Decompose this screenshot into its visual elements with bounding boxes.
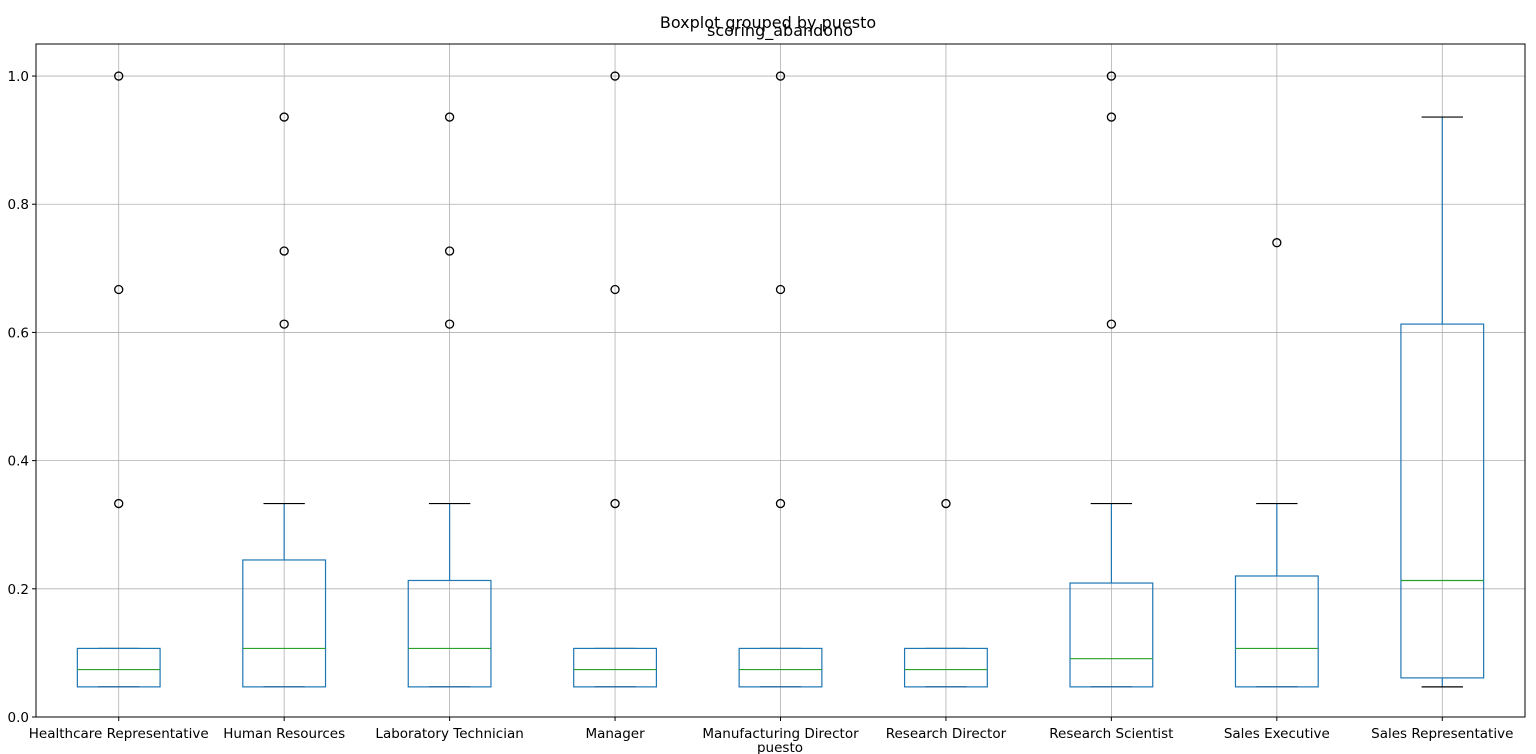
outlier-point — [610, 284, 620, 295]
x-tick-label: Human Resources — [223, 726, 345, 742]
box-group — [1069, 71, 1154, 688]
outlier-point — [775, 284, 786, 295]
y-tick-label: 0.8 — [8, 197, 29, 213]
iqr-box — [903, 647, 988, 688]
outlier-point — [114, 498, 124, 509]
x-tick-label: Sales Representative — [1371, 726, 1513, 742]
iqr-box — [1400, 323, 1485, 679]
x-tick-label: Manufacturing Director — [702, 726, 859, 742]
box-group — [242, 112, 327, 688]
x-axis-label: puesto — [757, 740, 803, 754]
x-tick-label: Research Scientist — [1049, 726, 1173, 742]
outlier-point — [444, 112, 455, 122]
box-group — [76, 71, 161, 688]
outlier-point — [279, 319, 289, 329]
iqr-box — [1069, 582, 1154, 688]
outlier-point — [114, 284, 124, 295]
outlier-point — [1106, 71, 1117, 81]
x-tick-label: Sales Executive — [1224, 726, 1330, 742]
outlier-point — [775, 71, 786, 81]
x-tick-label: Laboratory Technician — [375, 726, 523, 742]
outlier-point — [610, 498, 620, 509]
iqr-box — [242, 559, 327, 688]
grid — [36, 44, 1525, 718]
outlier-point — [444, 246, 455, 256]
iqr-box — [76, 647, 161, 688]
outlier-point — [1272, 238, 1282, 248]
box-group — [573, 71, 658, 688]
outlier-point — [279, 112, 289, 122]
iqr-box — [1234, 575, 1319, 688]
x-tick-label: Healthcare Representative — [29, 726, 209, 742]
outlier-point — [114, 71, 124, 81]
chart-title: Boxplot grouped by puesto — [660, 13, 876, 32]
iqr-box — [407, 579, 492, 688]
box-group — [1400, 116, 1485, 688]
outlier-point — [444, 319, 455, 329]
outlier-point — [941, 498, 951, 509]
boxes — [76, 71, 1485, 688]
iqr-box — [573, 647, 658, 688]
y-tick-label: 0.6 — [8, 325, 29, 341]
plot-area-frame — [35, 43, 1526, 718]
outlier-point — [279, 246, 289, 256]
box-group — [407, 112, 492, 688]
x-tick-label: Manager — [585, 726, 645, 742]
y-tick-label: 0.0 — [8, 710, 29, 726]
outlier-point — [610, 71, 620, 81]
iqr-box — [738, 647, 823, 688]
box-group — [1234, 238, 1319, 688]
x-tick-label: Research Director — [886, 726, 1007, 742]
outlier-point — [1106, 112, 1117, 122]
box-group — [903, 498, 988, 688]
outlier-point — [775, 498, 786, 509]
chart-subtitle: scoring_abandono — [707, 21, 853, 41]
y-tick-label: 0.2 — [8, 582, 29, 598]
ticks: 0.0 0.2 0.4 0.6 0.8 1.0 Healthcare Representat… — [8, 69, 1514, 742]
outlier-point — [1106, 319, 1117, 329]
box-group — [738, 71, 823, 688]
y-tick-label: 1.0 — [8, 69, 29, 85]
y-tick-label: 0.4 — [8, 454, 29, 470]
